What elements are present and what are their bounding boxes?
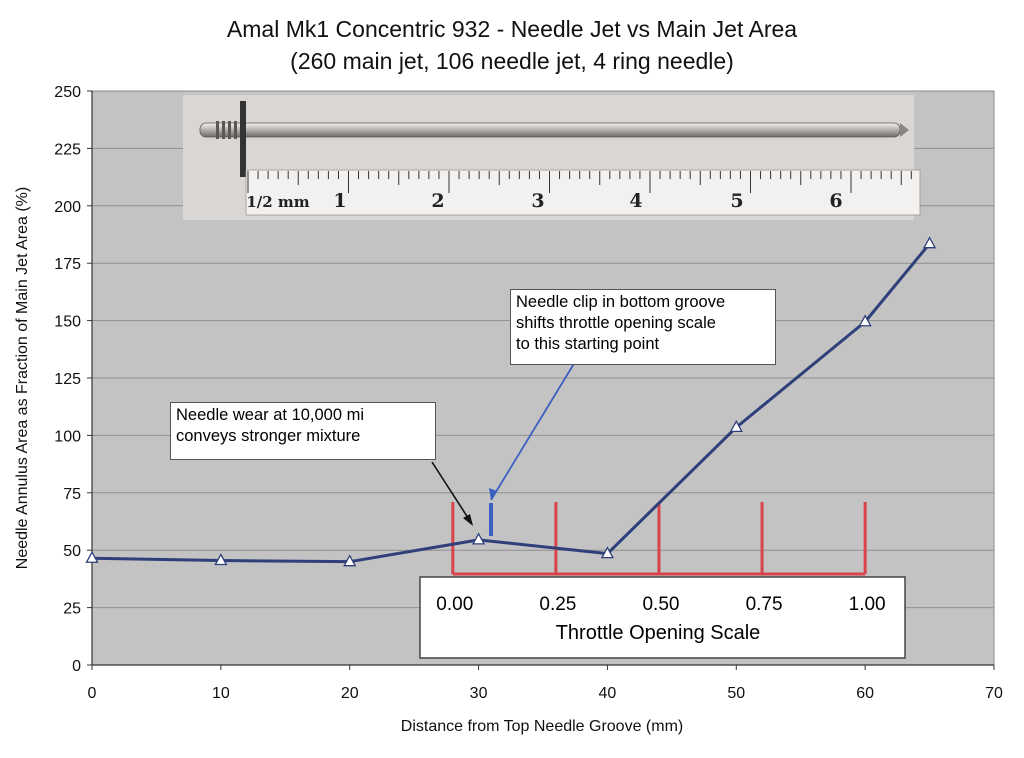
callout-line: Needle clip in bottom groove — [516, 293, 726, 311]
data-point — [922, 236, 937, 249]
y-tick-label: 0 — [72, 658, 81, 675]
y-tick-label: 75 — [63, 486, 81, 503]
x-tick-label: 70 — [985, 685, 1003, 702]
needle-photo: 1/2 mm 1 2 3 4 5 6 — [183, 95, 921, 220]
data-series — [85, 236, 937, 567]
data-point — [858, 314, 872, 327]
clip-arrow-line — [490, 361, 576, 501]
needle-clip — [240, 101, 246, 177]
needle-rod — [199, 122, 901, 138]
throttle-tick-label: 0.50 — [642, 594, 679, 615]
data-point — [600, 546, 615, 559]
callout-line: to this starting point — [516, 335, 660, 353]
y-tick-label: 150 — [54, 314, 81, 331]
y-tick-label: 50 — [63, 543, 81, 560]
ruler-label: 3 — [531, 190, 544, 212]
ruler-label: 1 — [333, 190, 346, 212]
y-tick-label: 225 — [54, 141, 81, 158]
y-tick-label: 25 — [63, 601, 81, 618]
throttle-scale-box: 0.00 0.25 0.50 0.75 1.00 Throttle Opening Sc… — [419, 576, 906, 659]
y-tick-label: 125 — [54, 371, 81, 388]
throttle-tick-label: 0.75 — [746, 594, 783, 615]
throttle-scale-label: Throttle Opening Scale — [556, 622, 761, 644]
clip-arrow-head — [489, 488, 497, 500]
throttle-tick-label: 0.25 — [539, 594, 576, 615]
x-tick-label: 60 — [856, 685, 874, 702]
ruler-label: 5 — [730, 190, 743, 212]
annotation-arrows — [431, 361, 576, 536]
callout-needle-wear: Needle wear at 10,000 mi conveys stronge… — [170, 402, 436, 460]
needle-grooves — [216, 121, 237, 139]
ruler-label: 6 — [829, 190, 842, 212]
x-tick-label: 40 — [599, 685, 617, 702]
data-point — [85, 550, 99, 563]
y-tick-label: 200 — [54, 199, 81, 216]
ruler-ticks — [247, 171, 912, 193]
needle-tip — [900, 123, 909, 137]
y-tick-label: 250 — [54, 84, 81, 101]
ruler-label: 2 — [431, 190, 444, 212]
wear-arrow-head — [463, 514, 473, 526]
callout-line: shifts throttle opening scale — [516, 314, 716, 332]
ruler-label: 1/2 mm — [246, 193, 309, 211]
data-point — [214, 553, 228, 566]
x-tick-label: 50 — [727, 685, 745, 702]
ruler-body — [245, 169, 921, 216]
x-tick-label: 30 — [470, 685, 488, 702]
callout-needle-clip: Needle clip in bottom groove shifts thro… — [510, 289, 776, 365]
callout-line: conveys stronger mixture — [176, 427, 361, 445]
wear-arrow-line — [431, 461, 473, 525]
y-tick-label: 175 — [54, 256, 81, 273]
ruler-labels: 1/2 mm 1 2 3 4 5 6 — [246, 190, 842, 212]
data-point — [729, 420, 743, 433]
data-point — [343, 554, 357, 567]
x-axis-label: Distance from Top Needle Groove (mm) — [401, 718, 683, 735]
callout-line: Needle wear at 10,000 mi — [176, 406, 365, 424]
x-tick-label: 10 — [212, 685, 230, 702]
ruler-label: 4 — [629, 190, 642, 212]
chart-title: Amal Mk1 Concentric 932 - Needle Jet vs … — [226, 16, 798, 42]
throttle-tick-label: 0.00 — [436, 594, 473, 615]
y-tick-label: 100 — [54, 428, 81, 445]
data-point — [471, 532, 486, 545]
y-axis-label: Needle Annulus Area as Fraction of Main … — [14, 187, 31, 569]
series-line — [91, 242, 931, 564]
throttle-scale — [451, 502, 867, 576]
x-tick-label: 0 — [88, 685, 97, 702]
throttle-scale-panel — [419, 576, 906, 659]
throttle-tick-label: 1.00 — [849, 594, 886, 615]
x-tick-label: 20 — [341, 685, 359, 702]
chart-subtitle: (260 main jet, 106 needle jet, 4 ring ne… — [290, 48, 734, 74]
